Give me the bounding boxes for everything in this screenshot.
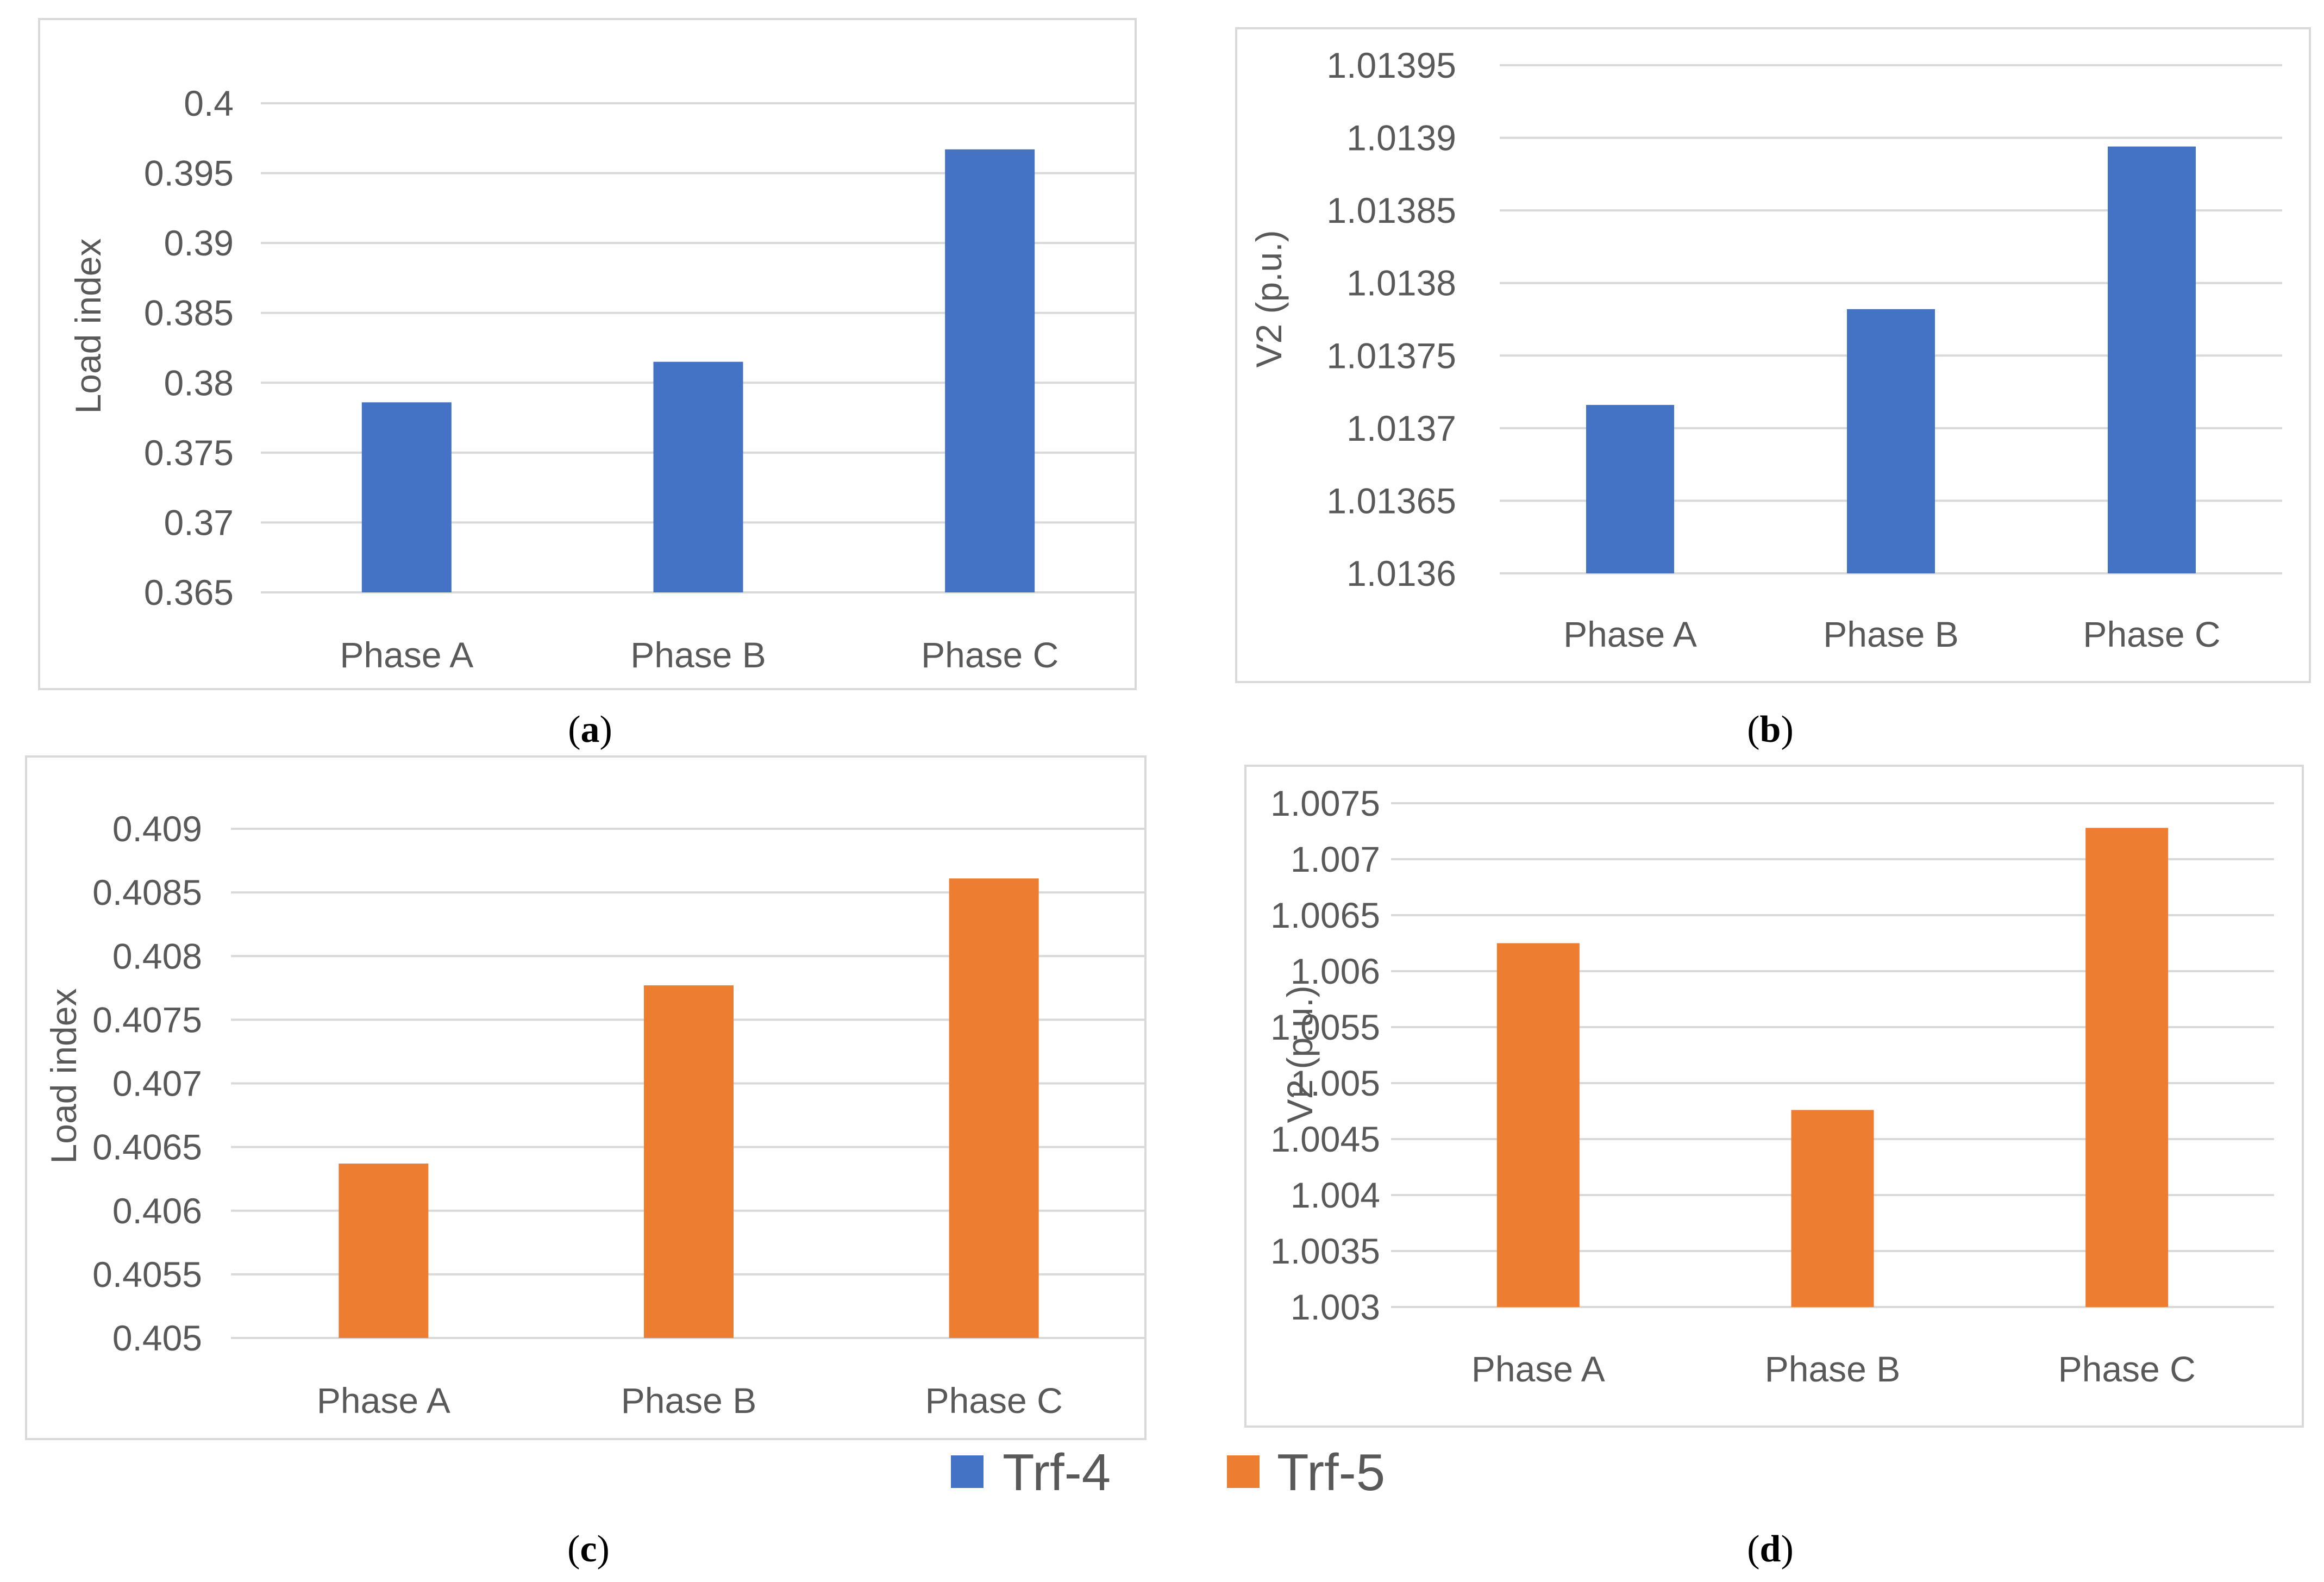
y-tick-label-a-5: 0.39: [164, 223, 234, 263]
x-tick-label-a-1: Phase B: [630, 635, 766, 675]
bar-d-phase-b: [1791, 1110, 1874, 1307]
y-tick-label-b-7: 1.01395: [1326, 45, 1456, 85]
y-tick-label-d-2: 1.004: [1291, 1175, 1380, 1215]
bar-b-phase-c: [2108, 146, 2196, 574]
bars-c: [339, 878, 1039, 1338]
y-tick-label-d-8: 1.007: [1291, 839, 1380, 879]
y-tick-label-b-1: 1.01365: [1326, 480, 1456, 521]
bar-b-phase-a: [1586, 405, 1674, 573]
x-tick-label-a-0: Phase A: [340, 635, 473, 675]
y-tick-label-d-0: 1.003: [1291, 1287, 1380, 1327]
x-tick-labels-b: Phase A Phase B Phase C: [1563, 614, 2221, 654]
y-tick-label-c-1: 0.4055: [92, 1254, 202, 1295]
bar-d-phase-a: [1496, 943, 1580, 1307]
y-tick-label-b-2: 1.0137: [1346, 408, 1456, 448]
bars-d: [1496, 828, 2169, 1307]
bar-c-phase-a: [339, 1164, 429, 1338]
caption-a: (a): [568, 709, 612, 751]
y-tick-label-c-6: 0.408: [112, 936, 202, 976]
y-tick-label-b-6: 1.0139: [1346, 118, 1456, 158]
x-tick-label-b-1: Phase B: [1823, 614, 1959, 654]
y-tick-label-b-0: 1.0136: [1346, 553, 1456, 593]
bar-a-phase-c: [945, 149, 1035, 592]
legend-label-trf4: Trf-4: [1003, 1443, 1111, 1502]
y-axis-title-b: V2 (p.u.): [1249, 230, 1289, 367]
bar-c-phase-c: [949, 878, 1039, 1338]
y-axis-title-c: Load index: [43, 989, 84, 1164]
bar-b-phase-b: [1847, 309, 1935, 573]
x-tick-labels-a: Phase A Phase B Phase C: [340, 635, 1058, 675]
bar-a-phase-a: [361, 402, 452, 592]
y-tick-label-d-9: 1.0075: [1270, 783, 1380, 823]
y-tick-label-c-5: 0.4075: [92, 999, 202, 1040]
chart-panel-b: 1.0136 1.01365 1.0137 1.01375 1.0138 1.01385 1…: [1235, 27, 2311, 683]
x-tick-label-d-0: Phase A: [1471, 1349, 1605, 1389]
chart-panel-a: 0.365 0.37 0.375 0.38 0.385 0.39 0.395 0.4 Phas…: [38, 18, 1137, 690]
y-tick-label-d-1: 1.0035: [1270, 1231, 1380, 1271]
caption-c: (c): [567, 1528, 610, 1570]
y-tick-label-a-1: 0.37: [164, 502, 234, 542]
y-tick-label-b-4: 1.0138: [1346, 263, 1456, 303]
bars-a: [361, 149, 1035, 592]
legend-swatch-trf4: [951, 1455, 984, 1488]
y-tick-label-d-7: 1.0065: [1270, 895, 1380, 935]
y-tick-label-d-5: 1.0055: [1270, 1007, 1380, 1047]
bars-b: [1586, 146, 2196, 574]
y-tick-label-c-0: 0.405: [112, 1318, 202, 1358]
legend: Trf-4 Trf-5: [951, 1443, 1385, 1502]
y-tick-label-a-0: 0.365: [144, 572, 234, 612]
y-tick-label-d-3: 1.0045: [1270, 1119, 1380, 1159]
y-tick-label-c-8: 0.409: [112, 809, 202, 849]
chart-panel-c: 0.405 0.4055 0.406 0.4065 0.407 0.4075 0.408 0.…: [25, 755, 1147, 1440]
x-tick-label-a-2: Phase C: [921, 635, 1058, 675]
y-tick-label-a-2: 0.375: [144, 433, 234, 473]
y-tick-label-c-2: 0.406: [112, 1191, 202, 1231]
y-tick-label-b-5: 1.01385: [1326, 190, 1456, 230]
x-tick-label-c-1: Phase B: [621, 1380, 757, 1421]
y-tick-label-a-6: 0.395: [144, 153, 234, 193]
y-tick-label-c-3: 0.4065: [92, 1127, 202, 1167]
y-tick-label-c-7: 0.4085: [92, 872, 202, 912]
y-tick-labels-d: 1.003 1.0035 1.004 1.0045 1.005 1.0055 1.006 1.…: [1270, 783, 1380, 1327]
y-tick-labels-a: 0.365 0.37 0.375 0.38 0.385 0.39 0.395 0.4: [144, 83, 234, 612]
y-axis-title-a: Load index: [68, 239, 108, 414]
legend-label-trf5: Trf-5: [1277, 1443, 1385, 1502]
caption-b: (b): [1747, 709, 1794, 751]
x-tick-label-d-1: Phase B: [1765, 1349, 1901, 1389]
legend-swatch-trf5: [1227, 1455, 1260, 1488]
chart-panel-d: 1.003 1.0035 1.004 1.0045 1.005 1.0055 1.006 1.…: [1244, 765, 2304, 1428]
y-axis-title-d: V2 (p.u.): [1280, 985, 1320, 1123]
x-tick-label-b-0: Phase A: [1563, 614, 1697, 654]
y-tick-label-a-3: 0.38: [164, 362, 234, 403]
y-tick-label-a-7: 0.4: [184, 83, 234, 123]
y-tick-label-a-4: 0.385: [144, 293, 234, 333]
caption-d: (d): [1747, 1528, 1794, 1570]
y-tick-label-d-6: 1.006: [1291, 951, 1380, 991]
y-tick-label-d-4: 1.005: [1291, 1063, 1380, 1103]
bar-a-phase-b: [653, 361, 743, 592]
bar-d-phase-c: [2085, 828, 2169, 1307]
x-tick-label-d-2: Phase C: [2058, 1349, 2196, 1389]
y-tick-label-b-3: 1.01375: [1326, 335, 1456, 376]
y-tick-label-c-4: 0.407: [112, 1064, 202, 1104]
x-tick-label-c-0: Phase A: [317, 1380, 450, 1421]
x-tick-labels-d: Phase A Phase B Phase C: [1471, 1349, 2196, 1389]
y-tick-labels-b: 1.0136 1.01365 1.0137 1.01375 1.0138 1.01385 1…: [1326, 45, 1456, 593]
x-tick-label-b-2: Phase C: [2083, 614, 2220, 654]
x-tick-label-c-2: Phase C: [925, 1380, 1063, 1421]
bar-c-phase-b: [644, 985, 734, 1338]
x-tick-labels-c: Phase A Phase B Phase C: [317, 1380, 1063, 1421]
y-tick-labels-c: 0.405 0.4055 0.406 0.4065 0.407 0.4075 0.408 0.…: [92, 809, 202, 1358]
